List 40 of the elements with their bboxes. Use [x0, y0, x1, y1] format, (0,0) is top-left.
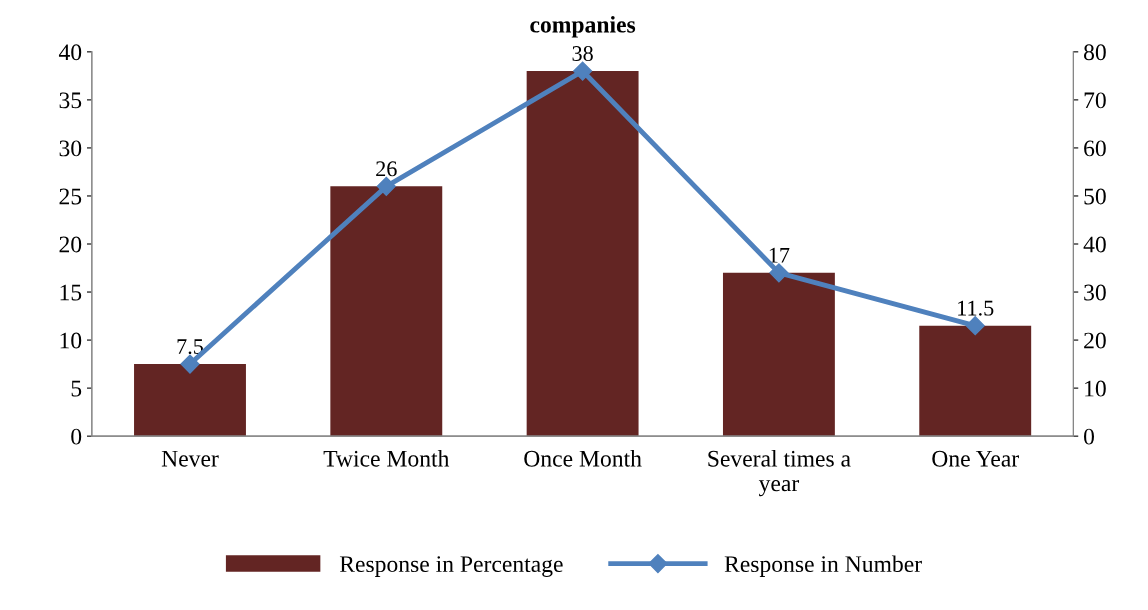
y-tick-label: 5	[71, 380, 82, 397]
y2-tick-label: 50	[1084, 188, 1106, 205]
y2-tick-label: 70	[1084, 92, 1106, 109]
y2-tick-label: 0	[1084, 428, 1095, 445]
point	[376, 176, 396, 196]
y2-tick-label: 80	[1084, 44, 1106, 61]
x-tick-label: Several times a year	[708, 450, 851, 497]
data-label: 26	[376, 161, 397, 177]
x-tick-label: One Year	[932, 450, 1019, 467]
data-label: 38	[572, 46, 593, 61]
x-tick-label: Never	[161, 450, 219, 467]
point	[965, 316, 985, 336]
point	[180, 354, 200, 374]
bar	[330, 186, 443, 437]
y-tick-label: 0	[71, 428, 82, 445]
bar	[722, 272, 835, 437]
y-tick-label: 35	[59, 92, 82, 109]
y2-tick-label: 60	[1084, 140, 1106, 157]
point	[573, 61, 593, 81]
bar	[919, 325, 1032, 437]
y2-tick-label: 10	[1085, 380, 1106, 397]
legend-label: Response in Percentage	[339, 556, 563, 577]
data-label: 11.5	[958, 300, 994, 316]
bar	[526, 71, 639, 437]
y-tick-label: 15	[60, 284, 82, 301]
bar	[134, 364, 246, 437]
y-tick-label: 40	[58, 44, 82, 61]
legend-label: Response in Number	[724, 555, 922, 577]
y2-tick-label: 20	[1084, 332, 1106, 349]
y2-tick-label: 40	[1083, 236, 1106, 253]
data-label: 17	[769, 247, 790, 263]
y-tick-label: 20	[59, 236, 82, 253]
x-tick-label: Once Month	[524, 450, 642, 467]
y-tick-label: 30	[59, 140, 82, 157]
chart-title: companies	[530, 16, 636, 38]
x-tick-label: Twice Month	[323, 450, 450, 467]
point	[769, 263, 789, 283]
y2-tick-label: 30	[1084, 284, 1106, 301]
y-tick-label: 10	[60, 332, 82, 349]
y-tick-label: 25	[59, 188, 82, 205]
